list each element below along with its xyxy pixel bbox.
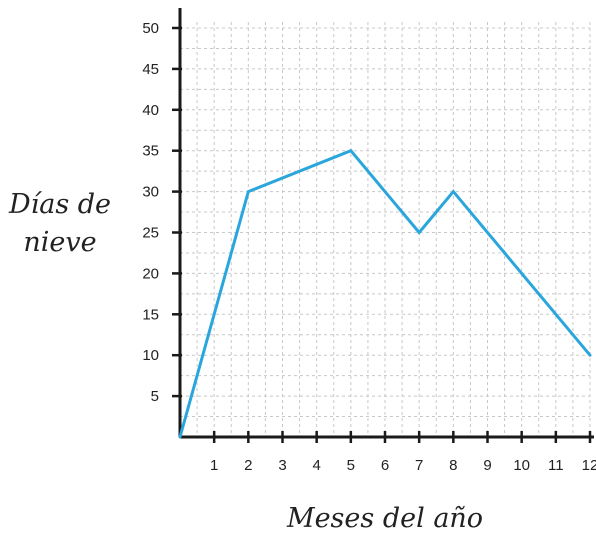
ticks (172, 26, 592, 443)
y-tick-label: 45 (142, 61, 159, 78)
x-tick-label: 8 (449, 457, 457, 474)
y-tick-label: 20 (142, 265, 159, 282)
y-tick-label: 10 (142, 347, 159, 364)
y-tick-label: 50 (142, 20, 159, 37)
axis-titles: Días de nieve Meses del año (8, 189, 483, 534)
y-tick-label: 40 (142, 102, 159, 119)
x-tick-label: 5 (347, 457, 355, 474)
y-axis-title-line-1: Días de (8, 189, 111, 220)
y-tick-label: 25 (142, 225, 159, 242)
x-tick-label: 4 (312, 457, 320, 474)
grid (180, 22, 591, 437)
x-tick-label: 3 (278, 457, 286, 474)
y-axis-title-line-2: nieve (23, 227, 96, 258)
x-tick-label: 6 (381, 457, 389, 474)
series-line (178, 148, 592, 439)
x-tick-label: 10 (513, 457, 530, 474)
x-axis-title: Meses del año (286, 503, 483, 534)
series (178, 148, 592, 439)
y-tick-label: 35 (142, 143, 159, 160)
x-tick-label: 12 (582, 457, 596, 474)
y-tick-label: 15 (142, 306, 159, 323)
axes (178, 8, 594, 439)
y-tick-label: 30 (142, 184, 159, 201)
y-tick-label: 5 (151, 388, 159, 405)
x-tick-label: 11 (548, 457, 564, 474)
x-tick-label: 1 (210, 457, 218, 474)
x-tick-label: 9 (483, 457, 491, 474)
x-tick-label: 2 (244, 457, 252, 474)
x-tick-label: 7 (415, 457, 423, 474)
